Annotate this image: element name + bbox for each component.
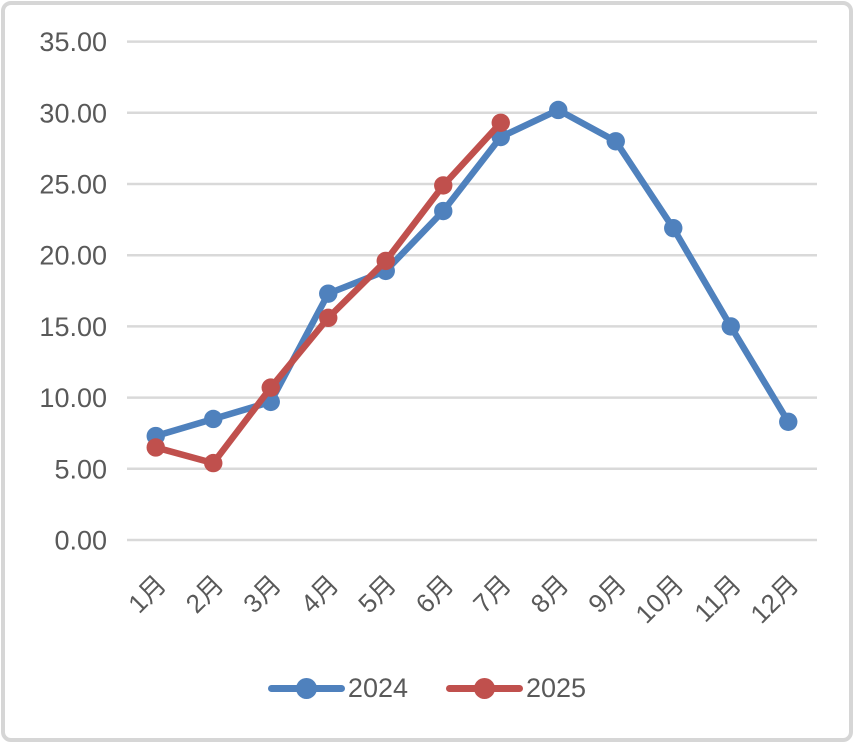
data-point-marker-2024 [779,412,798,432]
data-point-marker-2025 [376,251,395,271]
y-axis-tick-label: 25.00 [39,170,107,200]
data-point-marker-2024 [434,201,453,221]
x-axis-tick-label: 11月 [688,569,747,628]
x-axis-tick-label: 12月 [744,569,804,629]
data-point-marker-2025 [434,176,453,195]
data-point-marker-2024 [664,218,683,238]
legend-label-2024: 2024 [347,672,408,703]
data-point-marker-2024 [319,284,338,303]
x-axis-tick-label: 8月 [525,569,575,619]
x-axis-tick-label: 9月 [582,569,632,619]
chart-legend: 2024 2025 [0,667,854,709]
y-axis-tick-label: 15.00 [39,312,107,342]
x-axis-tick-label: 4月 [295,569,345,619]
legend-label-2025: 2025 [526,672,587,703]
data-point-marker-2025 [204,453,223,473]
x-axis-tick-label: 6月 [410,569,460,619]
data-point-marker-2025 [319,308,338,328]
y-axis-tick-label: 5.00 [54,454,107,484]
x-axis-tick-label: 10月 [629,569,689,629]
data-point-marker-2025 [491,113,510,132]
data-point-marker-2025 [261,378,280,397]
x-axis-tick-label: 2月 [180,569,230,619]
legend-item-2025[interactable]: 2025 [446,672,587,703]
y-axis-tick-label: 0.00 [54,526,107,556]
legend-dot-icon [295,677,317,699]
x-axis-tick-label: 7月 [467,569,517,619]
data-point-marker-2024 [549,100,568,120]
legend-line-marker-2024 [267,677,345,699]
y-axis-tick-label: 20.00 [39,241,107,271]
x-axis-tick-label: 3月 [237,569,287,619]
x-axis-tick-label: 1月 [122,569,172,619]
legend-dot-icon [474,677,495,699]
data-point-marker-2024 [606,132,625,151]
data-point-marker-2024 [204,409,223,429]
y-axis-tick-label: 10.00 [39,383,107,413]
y-axis-tick-label: 35.00 [39,27,107,57]
legend-item-2024[interactable]: 2024 [267,672,408,703]
data-point-marker-2024 [721,317,740,336]
y-axis-tick-label: 30.00 [39,98,107,128]
data-point-marker-2025 [146,438,165,457]
x-axis-tick-label: 5月 [352,569,402,619]
legend-line-marker-2025 [446,677,523,699]
